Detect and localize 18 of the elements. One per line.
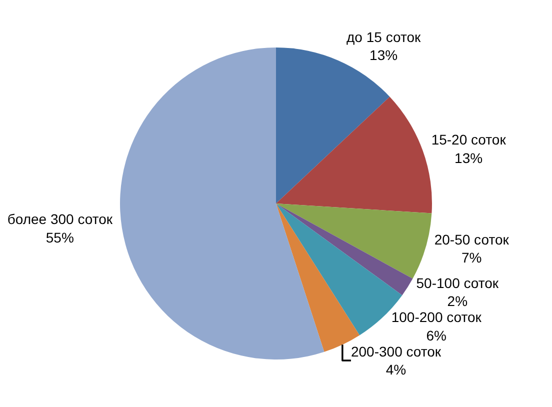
data-label: 7% [461,249,482,266]
slice-label: 20-50 соток [434,231,510,248]
data-label: 13% [370,47,398,64]
data-label: 6% [426,327,446,344]
pie-slice [276,96,432,214]
pie-slice [276,204,432,279]
slice-label: 100-200 соток [391,309,482,326]
data-label: 2% [447,293,468,310]
slice-label: более 300 соток [7,211,114,228]
slice-label: 50-100 соток [416,274,500,291]
data-label: 4% [386,362,406,378]
data-label: 13% [454,150,483,166]
slice-label: до 15 соток [346,28,422,45]
slice-label: 15-20 соток [431,132,507,148]
pie-slice [120,48,324,360]
data-label: 55% [46,229,74,246]
slice-label: 200-300 соток [350,343,442,360]
pie-slice [276,204,413,296]
